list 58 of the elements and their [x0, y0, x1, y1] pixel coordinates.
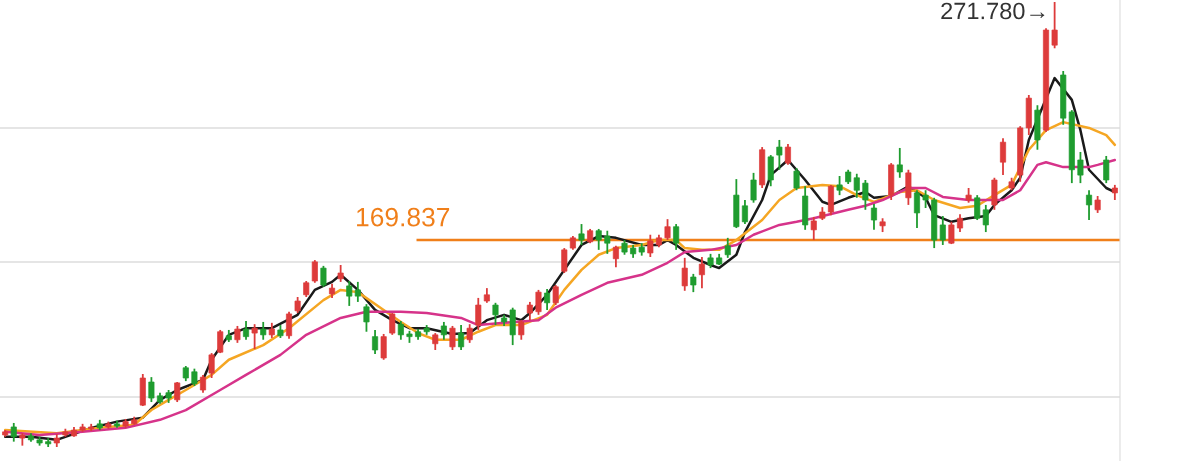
candlestick	[372, 329, 379, 355]
candlestick	[741, 199, 748, 225]
candlestick	[767, 154, 774, 188]
candlestick	[10, 422, 17, 443]
candlestick	[320, 264, 327, 288]
candlestick	[174, 381, 181, 403]
candlestick	[578, 223, 585, 246]
candlestick	[698, 256, 705, 290]
candlestick	[286, 310, 293, 340]
candlestick	[1077, 151, 1084, 185]
candlestick	[836, 175, 843, 197]
candlestick	[526, 301, 533, 322]
candlestick	[208, 352, 215, 379]
candlestick	[251, 323, 258, 350]
candlestick	[544, 288, 551, 311]
candlestick	[475, 297, 482, 331]
candlestick	[913, 189, 921, 229]
candlestick	[148, 376, 155, 403]
candlestick	[690, 272, 697, 294]
candlestick	[397, 320, 404, 341]
candlestick	[346, 280, 353, 307]
candlestick	[1103, 155, 1110, 185]
candlestick	[449, 325, 456, 351]
candlestick	[776, 139, 783, 171]
candlestick	[492, 301, 499, 326]
candlestick	[724, 236, 731, 259]
candlestick	[870, 203, 877, 231]
candlestick	[664, 218, 671, 241]
candlestick	[647, 233, 654, 258]
candlestick	[1086, 189, 1093, 221]
candlestick	[535, 288, 542, 316]
candlestick	[311, 259, 318, 284]
candlestick	[612, 244, 619, 269]
candlestick	[673, 223, 680, 251]
candlestick	[810, 216, 817, 241]
candlestick	[389, 312, 396, 336]
candlestick	[862, 179, 869, 211]
candlestick	[793, 167, 800, 192]
candlestick	[243, 320, 250, 341]
candlestick	[784, 143, 791, 166]
candlestick	[595, 228, 602, 251]
candlestick	[561, 247, 568, 274]
annotation: 271.780→	[941, 2, 1045, 20]
candlestick	[380, 333, 387, 361]
candlestick	[1051, 1, 1058, 50]
candlestick	[363, 303, 370, 333]
candlestick	[604, 229, 611, 255]
annotation: 169.837	[357, 207, 450, 227]
candlestick	[466, 323, 473, 344]
candlestick	[999, 137, 1007, 177]
candlestick	[552, 284, 559, 306]
candlestick	[354, 280, 361, 303]
candlestick	[458, 324, 465, 351]
candlestick	[750, 171, 757, 204]
candlestick	[518, 319, 525, 341]
candlestick	[896, 147, 903, 179]
candlestick	[681, 256, 688, 292]
candlestick	[853, 172, 860, 199]
